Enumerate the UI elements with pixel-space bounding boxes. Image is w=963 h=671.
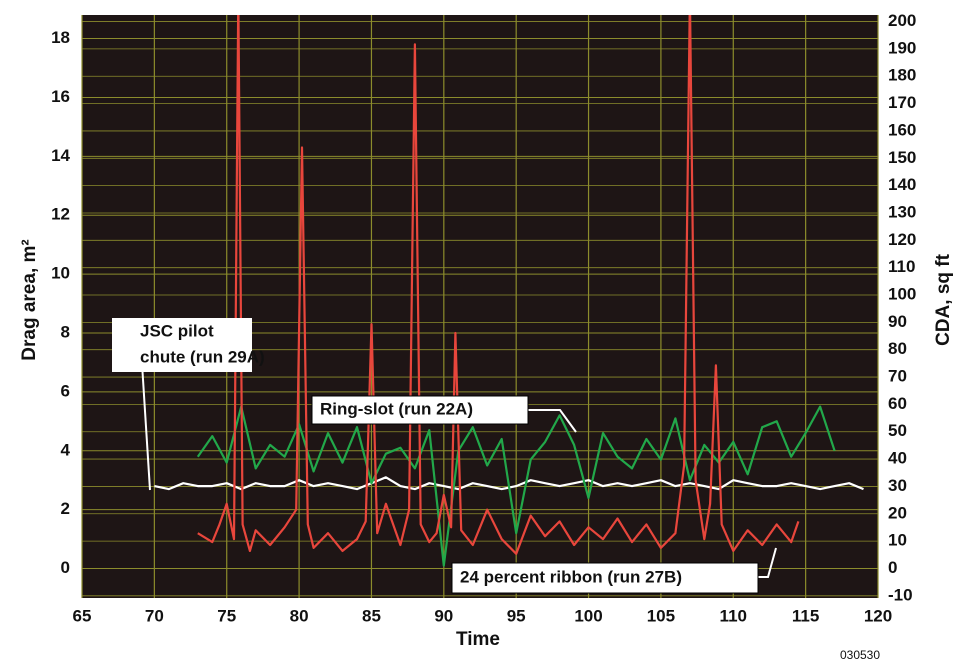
annotation-box — [112, 318, 252, 372]
y2-axis-label: CDA, sq ft — [933, 253, 954, 346]
y2-tick-label: 180 — [888, 66, 916, 85]
annotation-text: 24 percent ribbon (run 27B) — [460, 567, 682, 586]
y2-tick-label: 200 — [888, 11, 916, 30]
y2-tick-label: 160 — [888, 120, 916, 139]
y-tick-label: 16 — [51, 87, 70, 106]
leader-line — [528, 409, 577, 433]
annotation-ring-slot: Ring-slot (run 22A) — [311, 395, 577, 433]
y2-tick-label: 110 — [888, 257, 915, 276]
plot-area — [82, 15, 878, 598]
y2-tick-label: 120 — [888, 230, 916, 249]
x-tick-label: 110 — [720, 606, 747, 625]
y-tick-label: 2 — [61, 499, 70, 518]
y2-tick-label: 30 — [888, 476, 907, 495]
x-tick-label: 95 — [507, 606, 526, 625]
annotation-ribbon: 24 percent ribbon (run 27B) — [451, 547, 777, 594]
y2-tick-label: 0 — [888, 558, 897, 577]
x-tick-label: 65 — [73, 606, 92, 625]
x-tick-label: 90 — [434, 606, 453, 625]
y-tick-label: 8 — [61, 322, 70, 341]
y2-tick-label: 100 — [888, 284, 916, 303]
x-tick-label: 70 — [145, 606, 164, 625]
y2-tick-label: 10 — [888, 531, 907, 550]
y2-tick-label: 170 — [888, 93, 916, 112]
y-tick-label: 0 — [61, 558, 70, 577]
y-tick-label: 12 — [51, 205, 70, 224]
x-tick-label: 105 — [647, 606, 675, 625]
series-line — [196, 405, 836, 567]
y2-tick-label: 140 — [888, 175, 916, 194]
series-line — [197, 15, 800, 555]
y-tick-label: 18 — [51, 28, 70, 47]
y2-tick-label: 50 — [888, 421, 907, 440]
annotation-text: chute (run 29A) — [140, 347, 265, 366]
x-tick-label: 115 — [792, 606, 819, 625]
figure-id: 030530 — [840, 648, 880, 662]
x-tick-label: 75 — [217, 606, 236, 625]
x-tick-label: 80 — [290, 606, 309, 625]
annotation-jsc: JSC pilot chute (run 29A) — [112, 318, 265, 491]
series-group — [154, 15, 864, 567]
y2-tick-label: -10 — [888, 585, 913, 604]
annotation-text: JSC pilot — [140, 321, 214, 340]
y-tick-label: 10 — [51, 264, 70, 283]
y2-tick-label: 60 — [888, 394, 907, 413]
x-tick-label: 120 — [864, 606, 892, 625]
leader-line — [758, 547, 777, 578]
y2-tick-label: 80 — [888, 339, 907, 358]
ticks: 65 70 75 80 85 90 95 100 105 110 115 12002468101214… — [51, 11, 916, 625]
y-tick-label: 4 — [61, 440, 71, 459]
y2-tick-label: 40 — [888, 449, 907, 468]
y-tick-label: 14 — [51, 146, 70, 165]
x-tick-label: 100 — [574, 606, 602, 625]
annotation-text: Ring-slot (run 22A) — [320, 399, 473, 418]
y2-tick-label: 70 — [888, 367, 907, 386]
y2-tick-label: 190 — [888, 38, 916, 57]
y2-tick-label: 20 — [888, 503, 907, 522]
y-axis-label: Drag area, m² — [19, 239, 40, 360]
y2-tick-label: 150 — [888, 148, 916, 167]
y2-tick-label: 90 — [888, 312, 907, 331]
y2-tick-label: 130 — [888, 202, 916, 221]
x-tick-label: 85 — [362, 606, 381, 625]
x-axis-label: Time — [456, 629, 500, 650]
annotation-box — [311, 395, 529, 425]
y-tick-label: 6 — [61, 381, 70, 400]
annotation-box — [451, 562, 759, 594]
